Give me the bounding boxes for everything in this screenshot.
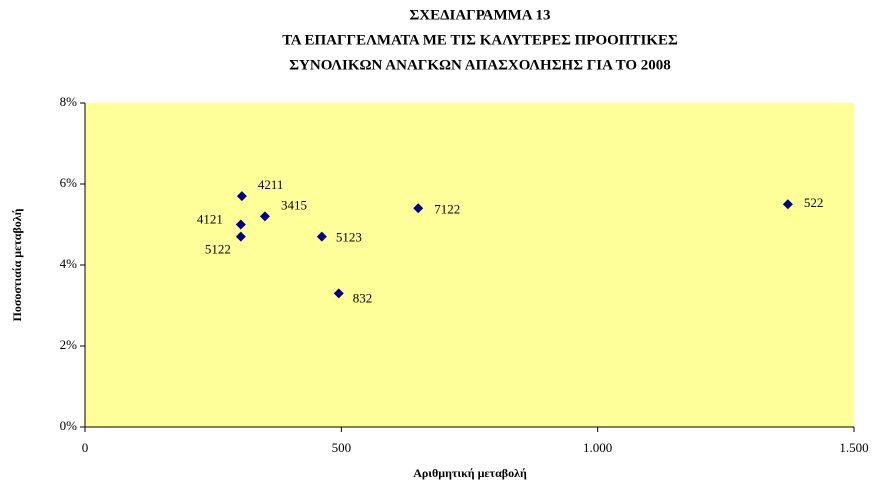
point-label: 3415	[281, 197, 307, 212]
point-label: 7122	[434, 201, 460, 216]
y-tick-label: 4%	[60, 256, 78, 271]
point-label: 4121	[197, 211, 223, 226]
point-label: 522	[804, 195, 824, 210]
point	[259, 211, 270, 222]
point	[316, 231, 327, 242]
plot-area	[85, 103, 854, 427]
x-tick-label: 1.000	[583, 440, 612, 455]
point	[236, 191, 247, 202]
chart-title: ΣΥΝΟΛΙΚΩΝ ΑΝΑΓΚΩΝ ΑΠΑΣΧΟΛΗΣΗΣ ΓΙΑ ΤΟ 200…	[289, 57, 671, 73]
point-label: 4211	[258, 177, 284, 192]
point	[413, 203, 424, 214]
point-label: 5123	[336, 230, 362, 245]
point-label: 832	[353, 290, 373, 305]
y-tick-label: 0%	[60, 418, 78, 433]
y-axis-title: Ποσοστιαία μεταβολή	[10, 208, 24, 321]
point	[235, 219, 246, 230]
chart-title: ΣΧΕΔΙΑΓΡΑΜΜΑ 13	[409, 7, 550, 23]
chart-title: ΤΑ ΕΠΑΓΓΕΛΜΑΤΑ ΜΕ ΤΙΣ ΚΑΛΥΤΕΡΕΣ ΠΡΟΟΠΤΙΚ…	[282, 32, 678, 48]
point	[333, 288, 344, 299]
point	[235, 231, 246, 242]
y-tick-label: 6%	[60, 175, 78, 190]
y-tick-label: 2%	[60, 337, 78, 352]
x-tick-label: 1.500	[839, 440, 868, 455]
point-label: 5122	[205, 242, 231, 257]
x-tick-label: 0	[82, 440, 89, 455]
point	[782, 199, 793, 210]
y-tick-label: 8%	[60, 94, 78, 109]
x-axis-title: Αριθμητική μεταβολή	[413, 466, 527, 480]
x-tick-label: 500	[332, 440, 352, 455]
